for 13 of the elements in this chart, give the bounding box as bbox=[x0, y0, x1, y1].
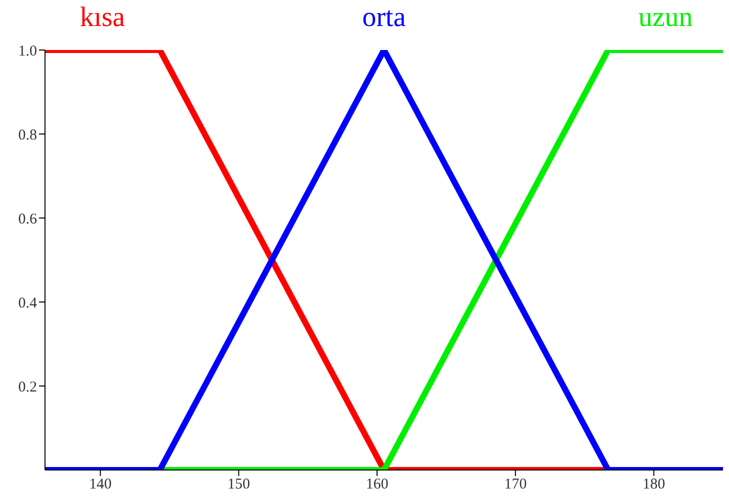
y-tick-label: 0.2 bbox=[18, 379, 37, 396]
y-tick-label: 0.4 bbox=[18, 295, 38, 312]
y-tick-label: 1.0 bbox=[18, 43, 37, 60]
series-label: orta bbox=[362, 2, 406, 34]
x-tick-label: 150 bbox=[227, 476, 250, 493]
y-tick-label: 0.8 bbox=[18, 127, 37, 144]
x-tick-label: 170 bbox=[504, 476, 527, 493]
series-label: kısa bbox=[80, 2, 125, 34]
series-label: uzun bbox=[638, 2, 693, 34]
x-tick-label: 160 bbox=[366, 476, 388, 493]
y-tick-label: 0.6 bbox=[18, 211, 38, 228]
x-tick-label: 140 bbox=[89, 476, 112, 493]
x-tick-label: 180 bbox=[642, 476, 666, 493]
